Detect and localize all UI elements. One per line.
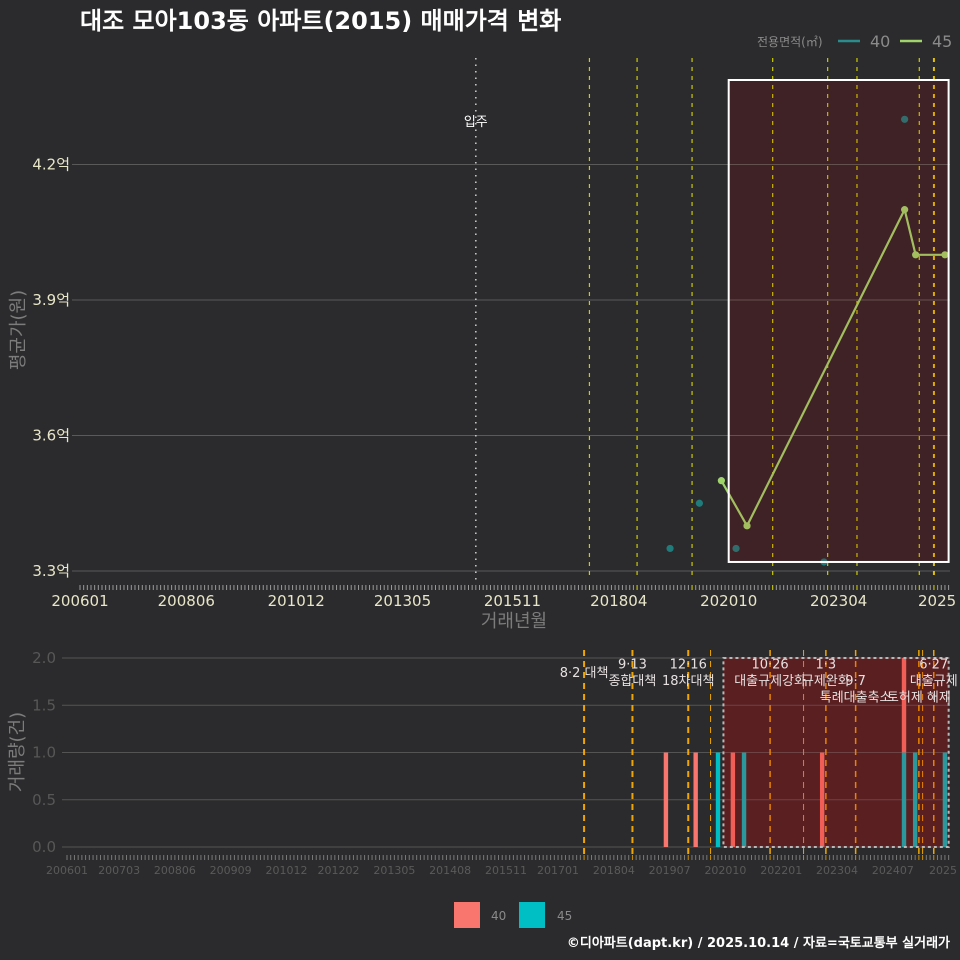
y-tick-label: 3.9억: [32, 291, 70, 309]
bar-40: [901, 658, 907, 753]
highlight-overlay: [723, 658, 949, 847]
footer-credit: ©디아파트(dapt.kr) / 2025.10.14 / 자료=국토교통부 실…: [567, 935, 950, 951]
x-tick-label: 202304: [810, 592, 867, 610]
bar-45: [912, 752, 918, 847]
event-label: 6·27: [919, 658, 948, 673]
event-label: 10·26: [751, 658, 788, 673]
volume-chart: 2.0 1.5 1.0 0.5 0.0 200601 200703 200806 200909 2…: [32, 649, 958, 877]
bar-40: [819, 752, 825, 847]
bar-45: [715, 752, 721, 847]
highlight-border: [722, 657, 950, 848]
x-tick-label: 200806: [154, 864, 196, 877]
event-label: 12·16: [670, 658, 707, 673]
data-point-45: [901, 206, 909, 214]
x-tick-label: 202407: [872, 864, 914, 877]
x-tick-label: 202010: [704, 864, 746, 877]
y-axis-title-volume: 거래량(건): [7, 712, 28, 792]
chart-title: 대조 모아103동 아파트(2015) 매매가격 변화: [80, 7, 561, 35]
x-tick-label: 200601: [46, 864, 88, 877]
highlight-region: [728, 80, 949, 562]
legend-top: 전용면적(㎡) 40 45: [757, 32, 952, 51]
x-tick-label: 202304: [816, 864, 858, 877]
x-tick-label: 201012: [268, 592, 325, 610]
y-tick-label: 0.0: [32, 838, 56, 856]
x-tick-label: 201202: [318, 864, 360, 877]
data-point-45: [743, 522, 751, 530]
x-tick-label: 201511: [484, 592, 541, 610]
highlight-border: [727, 79, 950, 563]
event-label: 9·13: [618, 658, 647, 673]
legend-bottom: 40 45: [454, 902, 572, 928]
x-tick-label: 201804: [590, 592, 647, 610]
y-tick-label: 3.6억: [32, 426, 70, 444]
legend-swatch-45-icon: [519, 902, 545, 928]
plot-area: 입주: [464, 58, 949, 580]
legend-label-40: 40: [870, 32, 890, 51]
y-axis-title-price: 평균가(원): [8, 290, 29, 370]
x-tick-label: 200601: [51, 592, 108, 610]
x-axis-title: 거래년월: [481, 611, 547, 632]
price-chart: 4.2억 3.9억 3.6억 3.3억 200601 200806 201012 201305…: [32, 58, 956, 610]
event-label: 토허제 해제: [887, 691, 951, 706]
x-tick-label: 201408: [429, 864, 471, 877]
y-tick-label: 4.2억: [32, 155, 70, 173]
event-label: 종합대책: [609, 674, 657, 689]
data-point-40: [695, 499, 703, 507]
legend-label-45: 45: [557, 909, 572, 923]
legend-swatch-40-icon: [454, 902, 480, 928]
data-point-45: [717, 477, 725, 485]
event-label: 8·2 대책: [560, 666, 609, 681]
event-label: 대출규제: [910, 674, 958, 689]
data-point-45: [912, 251, 920, 259]
x-tick-label: 2025: [918, 592, 956, 610]
event-label: 18차대책: [662, 674, 714, 689]
data-point-40: [666, 544, 674, 553]
data-point-45: [941, 251, 949, 259]
x-tick-label: 200909: [210, 864, 252, 877]
x-tick-label: 201305: [374, 592, 431, 610]
bar-45: [942, 752, 948, 847]
x-tick-marks: [79, 585, 950, 590]
legend-title: 전용면적(㎡): [757, 35, 823, 49]
x-tick-label: 200703: [98, 864, 140, 877]
x-tick-label: 200806: [158, 592, 215, 610]
y-tick-label: 1.0: [32, 744, 56, 762]
bar-45: [741, 752, 747, 847]
y-tick-label: 2.0: [32, 649, 56, 667]
bar-40: [693, 752, 698, 847]
data-point-40: [901, 115, 909, 123]
event-label: 1·3: [816, 658, 837, 673]
legend-label-45: 45: [932, 32, 952, 51]
event-label: 9·7: [845, 674, 866, 689]
bar-40: [663, 752, 669, 847]
bar-45: [901, 752, 907, 847]
x-tick-label: 201511: [485, 864, 527, 877]
x-tick-label: 201012: [265, 864, 307, 877]
x-tick-label: 202010: [700, 592, 757, 610]
x-tick-label: 201907: [649, 864, 691, 877]
event-label: 규제완화: [802, 674, 850, 689]
data-point-40: [732, 544, 740, 553]
x-tick-label: 2025: [929, 864, 957, 877]
x-tick-label: 201701: [537, 864, 579, 877]
x-tick-label: 201804: [593, 864, 635, 877]
y-tick-label: 1.5: [32, 696, 56, 714]
x-tick-marks: [66, 855, 950, 860]
y-tick-label: 3.3억: [32, 562, 70, 580]
event-label: 특례대출축소: [820, 691, 892, 706]
x-tick-label: 201305: [373, 864, 415, 877]
y-tick-label: 0.5: [32, 791, 56, 809]
highlight-overlay: [728, 80, 949, 562]
move-in-label: 입주: [464, 115, 488, 130]
x-tick-label: 202201: [760, 864, 802, 877]
plot-area: [583, 650, 948, 855]
event-label: 대출규제강화: [734, 674, 806, 689]
legend-label-40: 40: [491, 909, 506, 923]
bar-40: [730, 752, 736, 847]
